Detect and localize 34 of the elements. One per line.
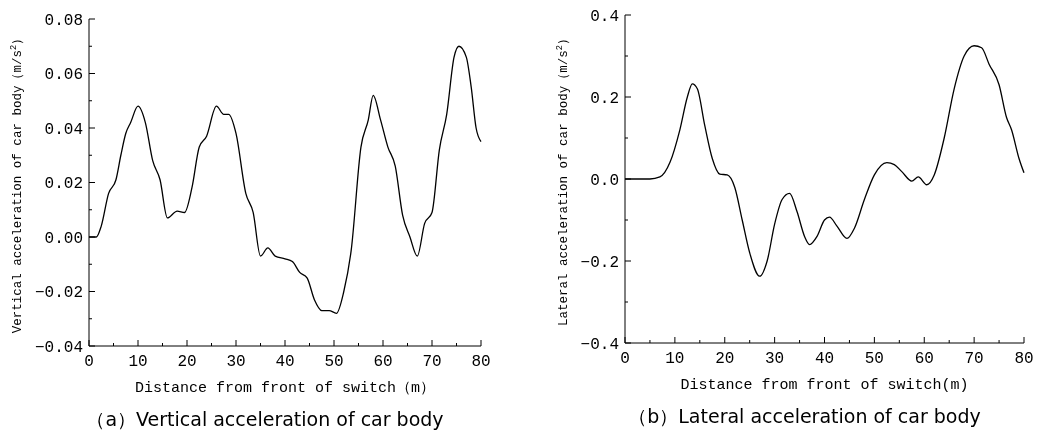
text: （a）Vertical acceleration of car body bbox=[86, 408, 444, 430]
y-tick-label: −0.02 bbox=[34, 284, 83, 303]
x-tick-label: 50 bbox=[864, 350, 884, 368]
x-tick-label: 60 bbox=[373, 353, 393, 371]
x-tick-label: 20 bbox=[177, 353, 197, 371]
y-tick-label: −0.4 bbox=[580, 335, 619, 354]
y-tick-label: 0.0 bbox=[590, 171, 619, 190]
x-tick-label: 30 bbox=[226, 353, 246, 371]
x-tick-label: 80 bbox=[471, 353, 491, 371]
x-axis-title: Distance from front of switch(m) bbox=[680, 377, 969, 394]
text: （b）Lateral acceleration of car body bbox=[628, 405, 981, 427]
x-tick-label: 50 bbox=[324, 353, 344, 371]
y-tick-label: 0.4 bbox=[590, 7, 619, 26]
y-tick-label: −0.04 bbox=[34, 338, 83, 357]
y-tick-label: 0.04 bbox=[44, 120, 83, 139]
x-tick-label: 70 bbox=[422, 353, 442, 371]
x-tick-label: 10 bbox=[128, 353, 148, 371]
x-axis-title: Distance from front of switch（m） bbox=[134, 380, 436, 397]
x-tick-label: 60 bbox=[914, 350, 934, 368]
y-tick-label: 0.08 bbox=[44, 11, 83, 30]
x-tick-label: 0 bbox=[84, 353, 94, 371]
x-tick-label: 40 bbox=[275, 353, 295, 371]
x-tick-label: 20 bbox=[715, 350, 735, 368]
x-tick-label: 30 bbox=[765, 350, 785, 368]
y-tick-label: 0.00 bbox=[44, 229, 83, 248]
x-tick-label: 70 bbox=[964, 350, 984, 368]
y-tick-label: 0.02 bbox=[44, 175, 83, 194]
y-tick-label: 0.2 bbox=[590, 89, 619, 108]
x-tick-label: 40 bbox=[814, 350, 835, 368]
y-tick-label: −0.2 bbox=[580, 253, 619, 272]
y-tick-label: 0.06 bbox=[44, 66, 83, 85]
x-tick-label: 80 bbox=[1014, 350, 1034, 368]
x-tick-label: 0 bbox=[620, 350, 630, 368]
x-tick-label: 10 bbox=[665, 350, 685, 368]
